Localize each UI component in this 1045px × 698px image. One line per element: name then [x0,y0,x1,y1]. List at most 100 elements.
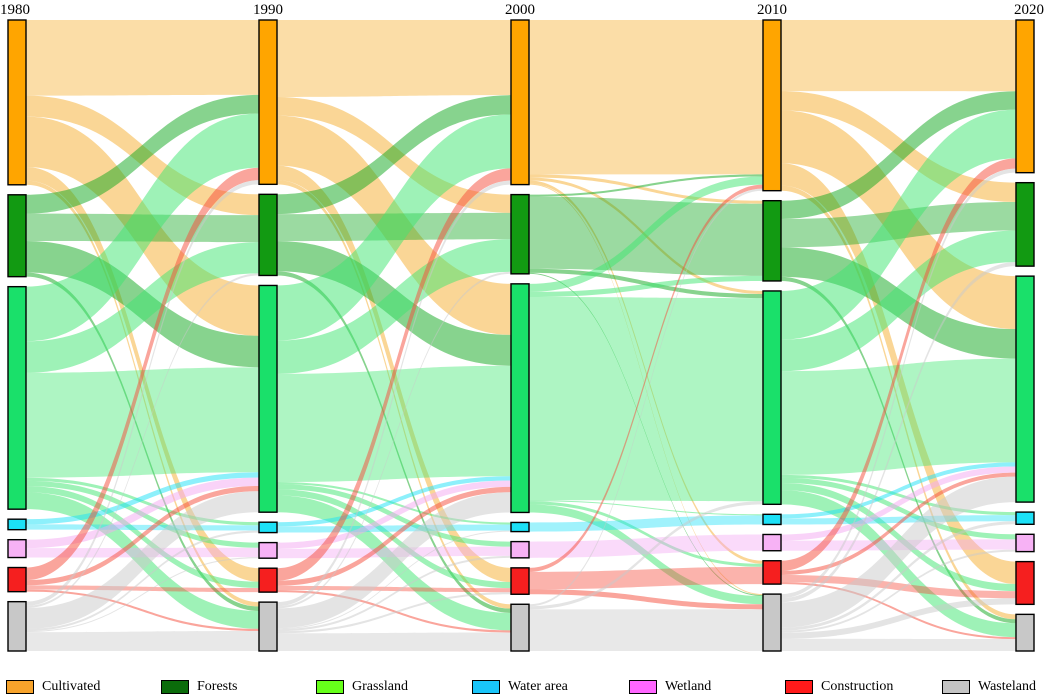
flow-2010-2020-cultivated-to-wasteland [781,185,1016,620]
flow-2010-2020-cultivated-to-cultivated [781,20,1016,92]
node-2010-cultivated [762,19,782,192]
legend-label-forests: Forests [197,679,238,694]
flow-1990-2000-wasteland-to-construction [277,592,511,634]
flow-1990-2000-wasteland-to-cultivated [277,180,511,607]
node-1980-water [7,518,27,531]
year-labels: 1980 1990 2000 2010 2020 [0,2,1044,18]
flow-1980-1990-forests-to-cultivated [26,94,259,214]
flow-2010-2020-wasteland-to-grassland [781,476,1016,628]
legend-swatch-water [472,680,500,694]
node-1990-cultivated [258,19,278,186]
legend-item-grassland: Grassland [316,679,408,695]
node-2020-construction [1015,560,1035,606]
flow-1980-1990-cultivated-to-cultivated [26,20,259,96]
flow-2010-2020-forests-to-wasteland [781,276,1016,624]
flow-1980-1990-construction-to-construction [26,585,259,593]
flow-1990-2000-grassland-to-grassland [277,365,511,483]
flow-2000-2010-wasteland-to-grassland [529,501,763,610]
flow-1980-1990-water-to-grassland [26,472,259,525]
node-2000-grassland [510,283,530,514]
node-2020-wetland [1015,533,1035,553]
flow-2010-2020-grassland-to-wetland [781,477,1016,540]
flow-2000-2010-forests-to-grassland [529,268,763,299]
legend-label-wetland: Wetland [665,679,712,694]
legend-swatch-grassland [316,680,344,694]
flow-1990-2000-wasteland-to-forests [277,271,511,609]
year-label-2000: 2000 [505,2,535,18]
flow-1990-2000-forests-to-cultivated [277,95,511,215]
flow-2010-2020-grassland-to-forests [781,230,1016,372]
flow-1990-2000-construction-to-construction [277,585,511,593]
flow-1990-2000-wasteland-to-wasteland [277,632,511,651]
flow-2010-2020-water-to-grassland [781,462,1016,519]
node-2020-water [1015,511,1035,526]
year-label-1990: 1990 [253,2,283,18]
flow-2010-2020-wasteland-to-wasteland [781,638,1016,651]
node-2010-forests [762,199,782,282]
legend-swatch-construction [785,680,813,694]
legend-label-construction: Construction [821,679,894,694]
node-2010-water [762,513,782,526]
node-1980-grassland [7,285,27,510]
flow-1990-2000-wasteland-to-water [277,530,511,630]
node-2000-forests [510,193,530,275]
node-2000-cultivated [510,19,530,186]
node-2000-construction [510,567,530,595]
legend-label-water: Water area [508,679,568,694]
year-label-1980: 1980 [0,2,30,18]
legend-swatch-wetland [629,680,657,694]
node-1990-construction [258,567,278,593]
flow-2010-2020-wasteland-to-wetland [781,549,1016,633]
node-2010-wetland [762,533,782,552]
flow-2010-2020-construction-to-grassland [781,472,1016,575]
legend-item-water: Water area [472,679,568,695]
year-label-2010: 2010 [757,2,787,18]
flow-1990-2000-grassland-to-forests [277,239,511,374]
legend-swatch-wasteland [942,680,970,694]
flow-1990-2000-water-to-water [277,524,511,533]
sankey-flows [26,20,1016,651]
flow-1990-2000-construction-to-wasteland [277,590,511,633]
legend-label-wasteland: Wasteland [978,679,1036,694]
node-1980-wasteland [7,600,27,652]
node-2020-forests [1015,181,1035,267]
flow-2010-2020-wasteland-to-construction [781,598,1016,639]
node-1980-forests [7,194,27,278]
legend-item-wetland: Wetland [629,679,711,695]
flow-2010-2020-construction-to-construction [781,574,1016,599]
node-2010-wasteland [762,593,782,652]
legend-swatch-forests [161,680,189,694]
node-2000-water [510,521,530,533]
flow-1980-1990-grassland-to-forests [26,242,259,373]
flow-2010-2020-wasteland-to-cultivated [781,168,1016,599]
node-1990-wasteland [258,601,278,652]
flow-2010-2020-forests-to-cultivated [781,91,1016,219]
legend-swatch-cultivated [6,680,34,694]
flow-2000-2010-wasteland-to-cultivated [529,188,763,607]
flow-2000-2010-wasteland-to-wasteland [529,609,763,651]
legend-label-cultivated: Cultivated [42,679,101,694]
flow-2000-2010-forests-to-cultivated [529,174,763,197]
legend: Cultivated Forests Grassland Water area Wetl… [0,676,1045,698]
flow-1980-1990-wasteland-to-wetland [26,557,259,633]
node-1990-forests [258,193,278,277]
legend-item-cultivated: Cultivated [6,679,100,695]
flow-2010-2020-wasteland-to-forests [781,262,1016,603]
legend-item-wasteland: Wasteland [942,679,1036,695]
flow-2000-2010-grassland-to-forests [529,275,763,298]
flow-2000-2010-cultivated-to-construction [529,180,763,564]
flow-2010-2020-construction-to-cultivated [781,158,1016,571]
node-1990-water [258,521,278,534]
flow-2010-2020-construction-to-wasteland [781,582,1016,640]
flow-1990-2000-wasteland-to-grassland [277,492,511,629]
flow-2010-2020-grassland-to-grassland [781,358,1016,475]
flow-2010-2020-grassland-to-water [781,474,1016,516]
flow-1980-1990-construction-to-wasteland [26,589,259,632]
flow-2000-2010-grassland-to-grassland [529,297,763,502]
flow-1980-1990-construction-to-grassland [26,485,259,586]
node-2000-wetland [510,540,530,559]
legend-item-forests: Forests [161,679,237,695]
flow-2010-2020-cultivated-to-construction [781,163,1016,585]
year-label-2020: 2020 [1014,2,1044,18]
flow-2000-2010-grassland-to-construction [529,501,763,567]
